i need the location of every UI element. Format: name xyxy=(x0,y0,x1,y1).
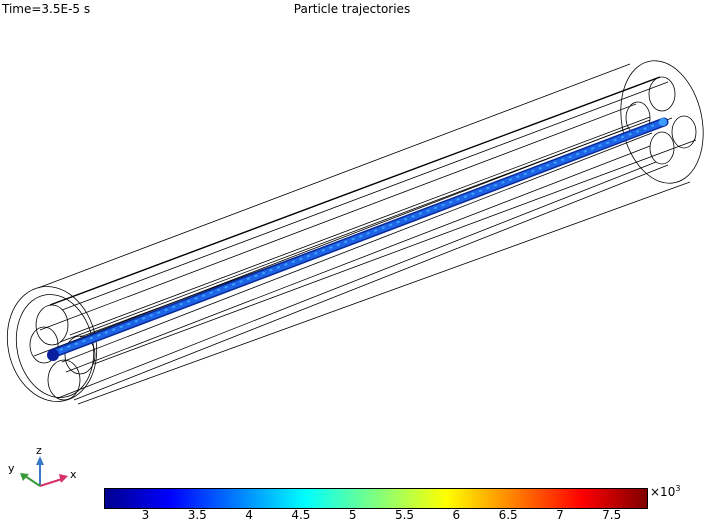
y-axis-label: y xyxy=(8,462,15,475)
geometry-edges xyxy=(6,60,704,405)
colorbar-tick-label: 3.5 xyxy=(187,508,207,522)
colorbar-tick-label: 7 xyxy=(556,508,564,522)
left-rod-right xyxy=(64,335,96,375)
colorbar-multiplier-exponent: 3 xyxy=(675,484,681,493)
right-rod-top xyxy=(648,76,676,112)
particle-trajectory xyxy=(47,117,669,361)
colorbar-tick-label: 6 xyxy=(452,508,461,522)
colorbar xyxy=(104,488,648,509)
y-axis-line xyxy=(24,475,41,487)
x-axis-label: x xyxy=(70,468,77,481)
colorbar-tick-label: 5 xyxy=(348,508,357,522)
left-rod-left xyxy=(29,326,59,364)
colorbar-tick-label: 7.5 xyxy=(602,508,622,522)
z-axis-label: z xyxy=(36,444,42,457)
x-axis-line xyxy=(39,478,63,487)
colorbar-tick-label: 4.5 xyxy=(291,508,311,522)
right-rod-right xyxy=(671,115,697,149)
colorbar-multiplier-prefix: ×10 xyxy=(650,485,676,499)
z-axis-arrow xyxy=(36,456,44,465)
time-label: Time=3.5E-5 s xyxy=(2,2,91,16)
plot-title: Particle trajectories xyxy=(293,2,411,16)
colorbar-multiplier: ×103 xyxy=(650,484,680,499)
x-axis-arrow xyxy=(59,474,68,483)
colorbar-tick-label: 6.5 xyxy=(498,508,518,522)
trajectory-start xyxy=(47,349,59,361)
right-rod-bottom xyxy=(649,131,675,165)
axes-triad: z x y xyxy=(8,444,77,487)
left-end-plate-inner xyxy=(15,294,95,398)
colorbar-tick-label: 4 xyxy=(245,508,253,522)
left-rod-bottom xyxy=(47,359,81,401)
colorbar-tick-label: 5.5 xyxy=(394,508,415,522)
left-rod-top xyxy=(35,304,69,346)
colorbar-tick-label: 3 xyxy=(141,508,150,522)
trajectory-end xyxy=(659,118,667,126)
y-axis-arrow xyxy=(20,473,29,481)
